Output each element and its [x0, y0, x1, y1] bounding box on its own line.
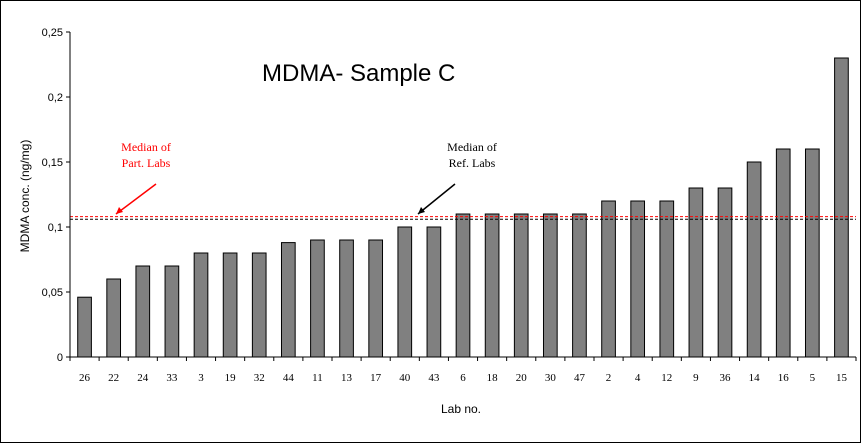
- bar-lab-12: [659, 200, 675, 358]
- bar-lab-4: [630, 200, 646, 358]
- bar-lab-32: [251, 252, 267, 358]
- bar-lab-40: [397, 226, 413, 358]
- x-tick-label: 44: [283, 372, 295, 384]
- x-tick-label: 4: [635, 372, 641, 384]
- x-tick-label: 9: [693, 372, 699, 384]
- bar-lab-2: [601, 200, 616, 358]
- x-tick-label: 19: [225, 372, 237, 384]
- x-tick-label: 20: [516, 372, 528, 384]
- x-tick-label: 18: [487, 372, 499, 384]
- bar-lab-13: [339, 239, 354, 358]
- bar-lab-22: [106, 278, 122, 358]
- x-tick-label: 5: [810, 372, 816, 384]
- chart-title: MDMA- Sample C: [262, 60, 455, 87]
- bar-lab-43: [426, 226, 442, 358]
- bar-lab-6: [455, 213, 471, 358]
- y-tick-label: 0,2: [48, 92, 63, 104]
- y-tick-label: 0,15: [42, 157, 63, 169]
- x-tick-label: 2: [606, 372, 612, 384]
- bar-lab-11: [310, 239, 325, 358]
- x-tick-label: 3: [198, 372, 204, 384]
- bars-group: [77, 57, 849, 358]
- x-tick-label: 13: [341, 372, 353, 384]
- x-tick-label: 24: [137, 372, 149, 384]
- bar-lab-19: [222, 252, 238, 358]
- x-tick-label: 33: [166, 372, 178, 384]
- bar-lab-9: [688, 187, 704, 358]
- bar-lab-14: [746, 161, 762, 358]
- x-tick-label: 40: [399, 372, 411, 384]
- bar-lab-3: [193, 252, 209, 358]
- bar-lab-5: [804, 148, 820, 358]
- x-tick-label: 16: [778, 372, 790, 384]
- bar-lab-33: [164, 265, 180, 358]
- y-tick-label: 0,05: [42, 287, 63, 299]
- bar-lab-47: [572, 213, 587, 358]
- x-tick-label: 30: [545, 372, 557, 384]
- arrow-ref-labs: [417, 183, 456, 215]
- annotation-ref-labs-line1: Median of: [447, 140, 497, 154]
- x-tick-label: 26: [79, 372, 91, 384]
- x-tick-label: 17: [370, 372, 382, 384]
- annotation-part-labs-line2: Part. Labs: [122, 156, 171, 170]
- bar-lab-24: [135, 265, 151, 358]
- bar-lab-15: [834, 57, 849, 358]
- y-axis-title: MDMA conc. (ng/mg): [18, 140, 32, 253]
- bar-lab-18: [484, 213, 500, 358]
- arrow-part-labs: [115, 183, 157, 215]
- annotation-part-labs-line1: Median of: [121, 140, 171, 154]
- reference-lines-group: [70, 216, 856, 220]
- y-tick-label: 0: [57, 352, 63, 364]
- x-ticks-group: 26 22 24 33 3 19 32 44 11 13 17 40 43 6 18 20 30 47 2 4 12 9 3…: [69, 357, 857, 384]
- x-tick-label: 12: [661, 372, 672, 384]
- bar-lab-44: [280, 242, 296, 358]
- arrowhead-ref-labs: [418, 207, 425, 214]
- y-tick-label: 0,1: [48, 222, 63, 234]
- x-tick-label: 6: [460, 372, 466, 384]
- bar-lab-16: [775, 148, 791, 358]
- annotation-ref-labs-line2: Ref. Labs: [449, 156, 496, 170]
- bar-lab-36: [717, 187, 733, 358]
- x-tick-label: 32: [254, 372, 265, 384]
- arrowhead-part-labs: [116, 207, 123, 214]
- x-tick-label: 11: [312, 372, 323, 384]
- bar-lab-26: [77, 296, 92, 358]
- x-tick-label: 15: [836, 372, 848, 384]
- y-ticks-group: 0 0,05 0,1 0,15 0,2 0,25: [42, 27, 70, 364]
- y-tick-label: 0,25: [42, 27, 63, 39]
- bar-lab-20: [513, 213, 529, 358]
- x-tick-label: 43: [428, 372, 440, 384]
- x-axis-title: Lab no.: [441, 402, 481, 416]
- x-tick-label: 36: [720, 372, 732, 384]
- x-tick-label: 47: [574, 372, 586, 384]
- bar-lab-17: [368, 239, 384, 358]
- bar-lab-30: [542, 213, 558, 358]
- x-tick-label: 22: [108, 372, 119, 384]
- x-tick-label: 14: [749, 372, 761, 384]
